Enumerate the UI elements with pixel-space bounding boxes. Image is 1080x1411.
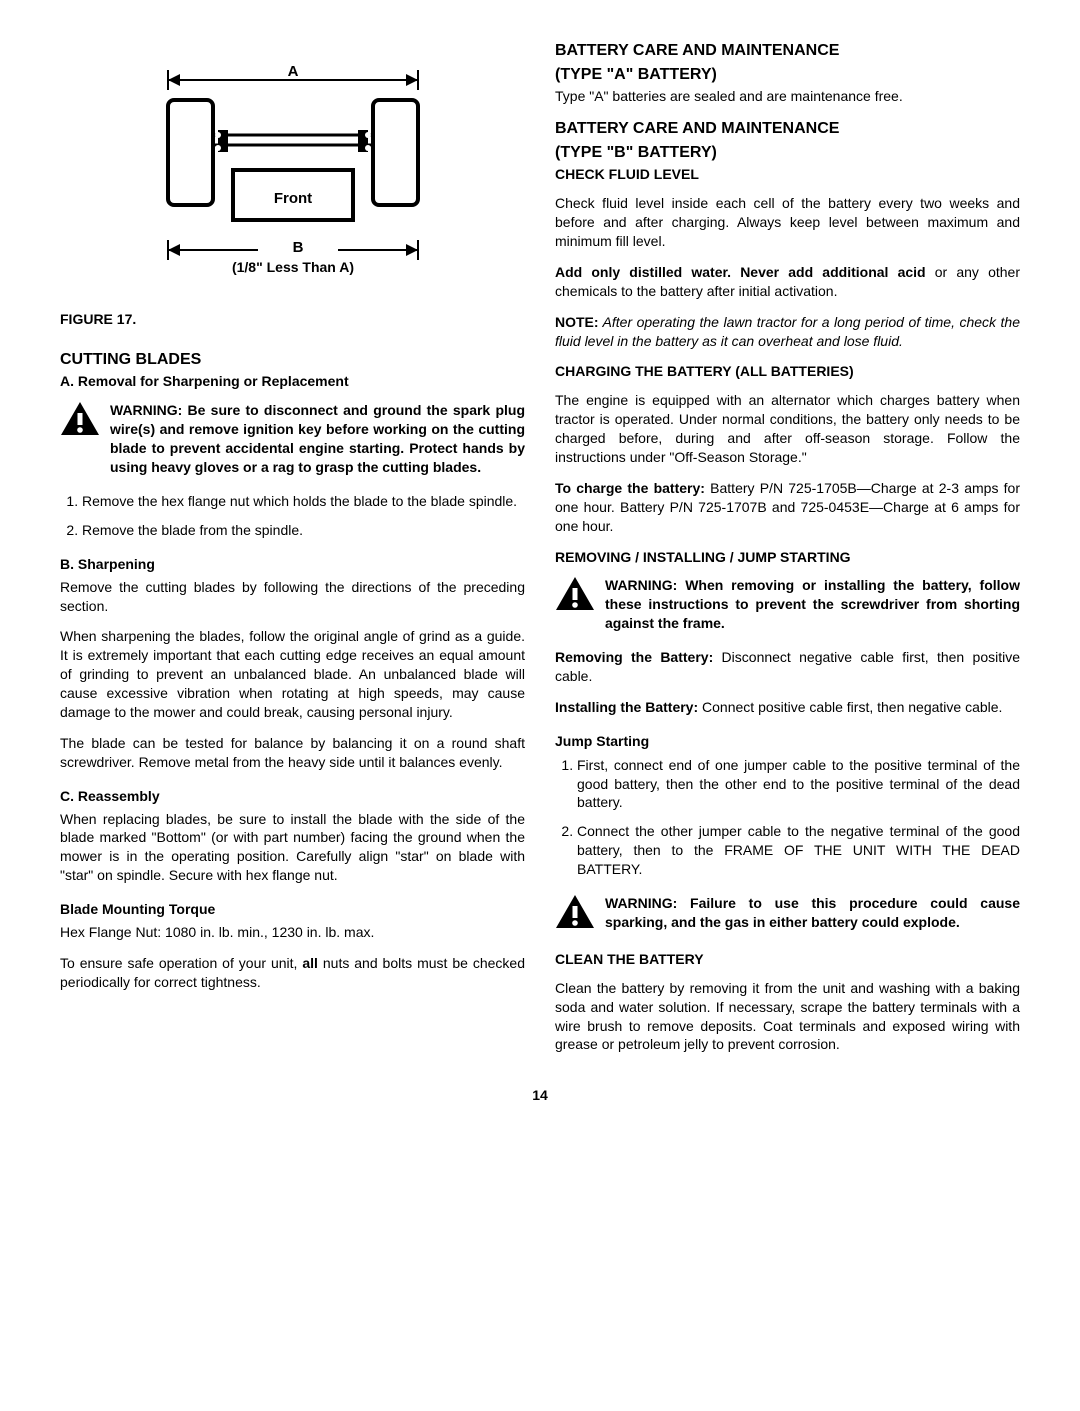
heading-charging: CHARGING THE BATTERY (ALL BATTERIES) (555, 362, 1020, 381)
heading-battery-a-2: (TYPE "A" BATTERY) (555, 64, 1020, 86)
reassembly-p: When replacing blades, be sure to instal… (60, 810, 525, 886)
jump-step-1: First, connect end of one jumper cable t… (577, 756, 1020, 813)
right-column: BATTERY CARE AND MAINTENANCE (TYPE "A" B… (555, 40, 1020, 1066)
removal-steps: Remove the hex flange nut which holds th… (60, 492, 525, 540)
add-water-p: Add only distilled water. Never add addi… (555, 263, 1020, 301)
heading-removal: A. Removal for Sharpening or Replacement (60, 372, 525, 391)
charging-p1: The engine is equipped with an alternato… (555, 391, 1020, 467)
warning-1: WARNING: Be sure to disconnect and groun… (60, 401, 525, 477)
warning-2-text: WARNING: When removing or installing the… (605, 576, 1020, 633)
sharpening-p1: Remove the cutting blades by following t… (60, 578, 525, 616)
svg-text:A: A (287, 63, 298, 80)
jump-step-2: Connect the other jumper cable to the ne… (577, 822, 1020, 879)
heading-battery-a-1: BATTERY CARE AND MAINTENANCE (555, 40, 1020, 62)
clean-battery-p: Clean the battery by removing it from th… (555, 979, 1020, 1055)
installing-battery-p: Installing the Battery: Connect positive… (555, 698, 1020, 717)
figure-17: A Front (60, 40, 525, 300)
charging-p2: To charge the battery: Battery P/N 725-1… (555, 479, 1020, 536)
heading-battery-b-1: BATTERY CARE AND MAINTENANCE (555, 118, 1020, 140)
heading-jump-starting: Jump Starting (555, 732, 1020, 751)
sharpening-p3: The blade can be tested for balance by b… (60, 734, 525, 772)
safe-op-p: To ensure safe operation of your unit, a… (60, 954, 525, 992)
torque-p: Hex Flange Nut: 1080 in. lb. min., 1230 … (60, 923, 525, 942)
heading-battery-b-2: (TYPE "B" BATTERY) (555, 142, 1020, 164)
heading-sharpening: B. Sharpening (60, 555, 525, 574)
warning-2: WARNING: When removing or installing the… (555, 576, 1020, 633)
heading-clean-battery: CLEAN THE BATTERY (555, 950, 1020, 969)
warning-icon (555, 576, 595, 633)
left-column: A Front (60, 40, 525, 1066)
warning-3-text: WARNING: Failure to use this procedure c… (605, 894, 1020, 935)
note-p: NOTE: After operating the lawn tractor f… (555, 313, 1020, 351)
warning-icon (555, 894, 595, 935)
svg-text:B: B (292, 239, 303, 256)
check-fluid-p: Check fluid level inside each cell of th… (555, 194, 1020, 251)
warning-icon (60, 401, 100, 477)
removal-step-2: Remove the blade from the spindle. (82, 521, 525, 540)
warning-3: WARNING: Failure to use this procedure c… (555, 894, 1020, 935)
jump-steps: First, connect end of one jumper cable t… (555, 756, 1020, 879)
heading-remove-install-jump: REMOVING / INSTALLING / JUMP STARTING (555, 548, 1020, 567)
removal-step-1: Remove the hex flange nut which holds th… (82, 492, 525, 511)
removing-battery-p: Removing the Battery: Disconnect negativ… (555, 648, 1020, 686)
svg-text:(1/8" Less Than A): (1/8" Less Than A) (231, 259, 353, 275)
page-number: 14 (60, 1086, 1020, 1105)
heading-torque: Blade Mounting Torque (60, 900, 525, 919)
heading-reassembly: C. Reassembly (60, 787, 525, 806)
sharpening-p2: When sharpening the blades, follow the o… (60, 627, 525, 721)
heading-check-fluid: CHECK FLUID LEVEL (555, 165, 1020, 184)
svg-text:Front: Front (273, 190, 311, 207)
battery-a-p: Type "A" batteries are sealed and are ma… (555, 87, 1020, 106)
heading-cutting-blades: CUTTING BLADES (60, 349, 525, 371)
figure-caption: FIGURE 17. (60, 310, 525, 329)
two-column-layout: A Front (60, 40, 1020, 1066)
warning-1-text: WARNING: Be sure to disconnect and groun… (110, 401, 525, 477)
